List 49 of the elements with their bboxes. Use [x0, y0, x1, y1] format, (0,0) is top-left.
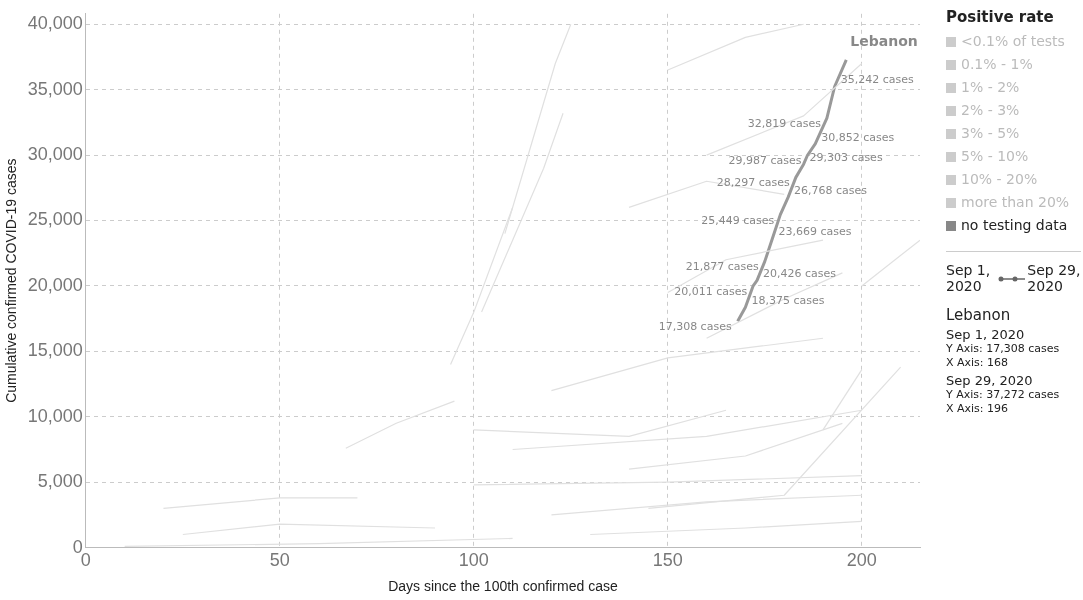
data-label: 29,303 cases: [809, 151, 883, 165]
y-tick-label: 40,000: [27, 13, 83, 34]
text: 5% - 10%: [961, 147, 1029, 166]
text: no testing data: [961, 216, 1068, 235]
y-tick-label: 35,000: [27, 78, 83, 99]
data-label: 32,819 cases: [747, 117, 822, 131]
x-tick-label: 50: [269, 550, 290, 571]
data-label: 18,375 cases: [751, 294, 825, 308]
data-label: 23,669 cases: [778, 224, 852, 238]
data-label: 26,768 cases: [794, 184, 868, 198]
text: 3% - 5%: [961, 124, 1020, 143]
y-tick-label: 10,000: [27, 405, 83, 426]
x-tick-label: 150: [652, 550, 683, 571]
legend-title: Positive rate: [946, 8, 1055, 26]
text: Lebanon: [946, 306, 1012, 324]
y-tick-label: 5,000: [37, 471, 83, 492]
data-label: 20,011 cases: [674, 284, 748, 298]
text: 0.1% - 1%: [961, 55, 1033, 74]
y-axis-title: Cumulative confirmed COVID-19 cases: [3, 158, 20, 403]
text: Y Axis: 17,308 cases: [946, 342, 1061, 356]
text: Sep 29, 2020: [946, 373, 1033, 388]
data-label: 25,449 cases: [701, 213, 775, 227]
text: more than 20%: [961, 193, 1070, 212]
y-tick-label: 15,000: [27, 340, 83, 361]
text: X Axis: 168: [946, 356, 1010, 370]
text: 2% - 3%: [961, 101, 1020, 120]
text: 10% - 20%: [961, 170, 1038, 189]
data-label: 20,426 cases: [763, 267, 837, 281]
text: Sep 29, 2020: [1027, 262, 1081, 294]
text: <0.1% of tests: [961, 32, 1065, 51]
data-label: 35,242 cases: [840, 73, 914, 87]
text: X Axis: 196: [946, 402, 1010, 416]
x-axis-title: Days since the 100th confirmed case: [388, 578, 618, 595]
text: Sep 1, 2020: [946, 262, 992, 294]
data-label: 21,877 cases: [685, 260, 760, 274]
y-tick-label: 25,000: [27, 209, 83, 230]
y-tick-label: 20,000: [27, 274, 83, 295]
text: Sep 1, 2020: [946, 327, 1025, 342]
data-label: 28,297 cases: [716, 176, 791, 190]
data-label: 17,308 cases: [658, 320, 732, 334]
y-tick-label: 0: [72, 536, 83, 557]
text: 1% - 2%: [961, 78, 1020, 97]
x-tick-label: 200: [846, 550, 877, 571]
series-label: Lebanon: [850, 32, 918, 49]
y-tick-label: 30,000: [27, 144, 83, 165]
data-label: 30,852 cases: [821, 130, 895, 144]
text: Y Axis: 37,272 cases: [946, 388, 1061, 402]
x-tick-label: 100: [458, 550, 489, 571]
data-label: 29,987 cases: [728, 154, 802, 168]
